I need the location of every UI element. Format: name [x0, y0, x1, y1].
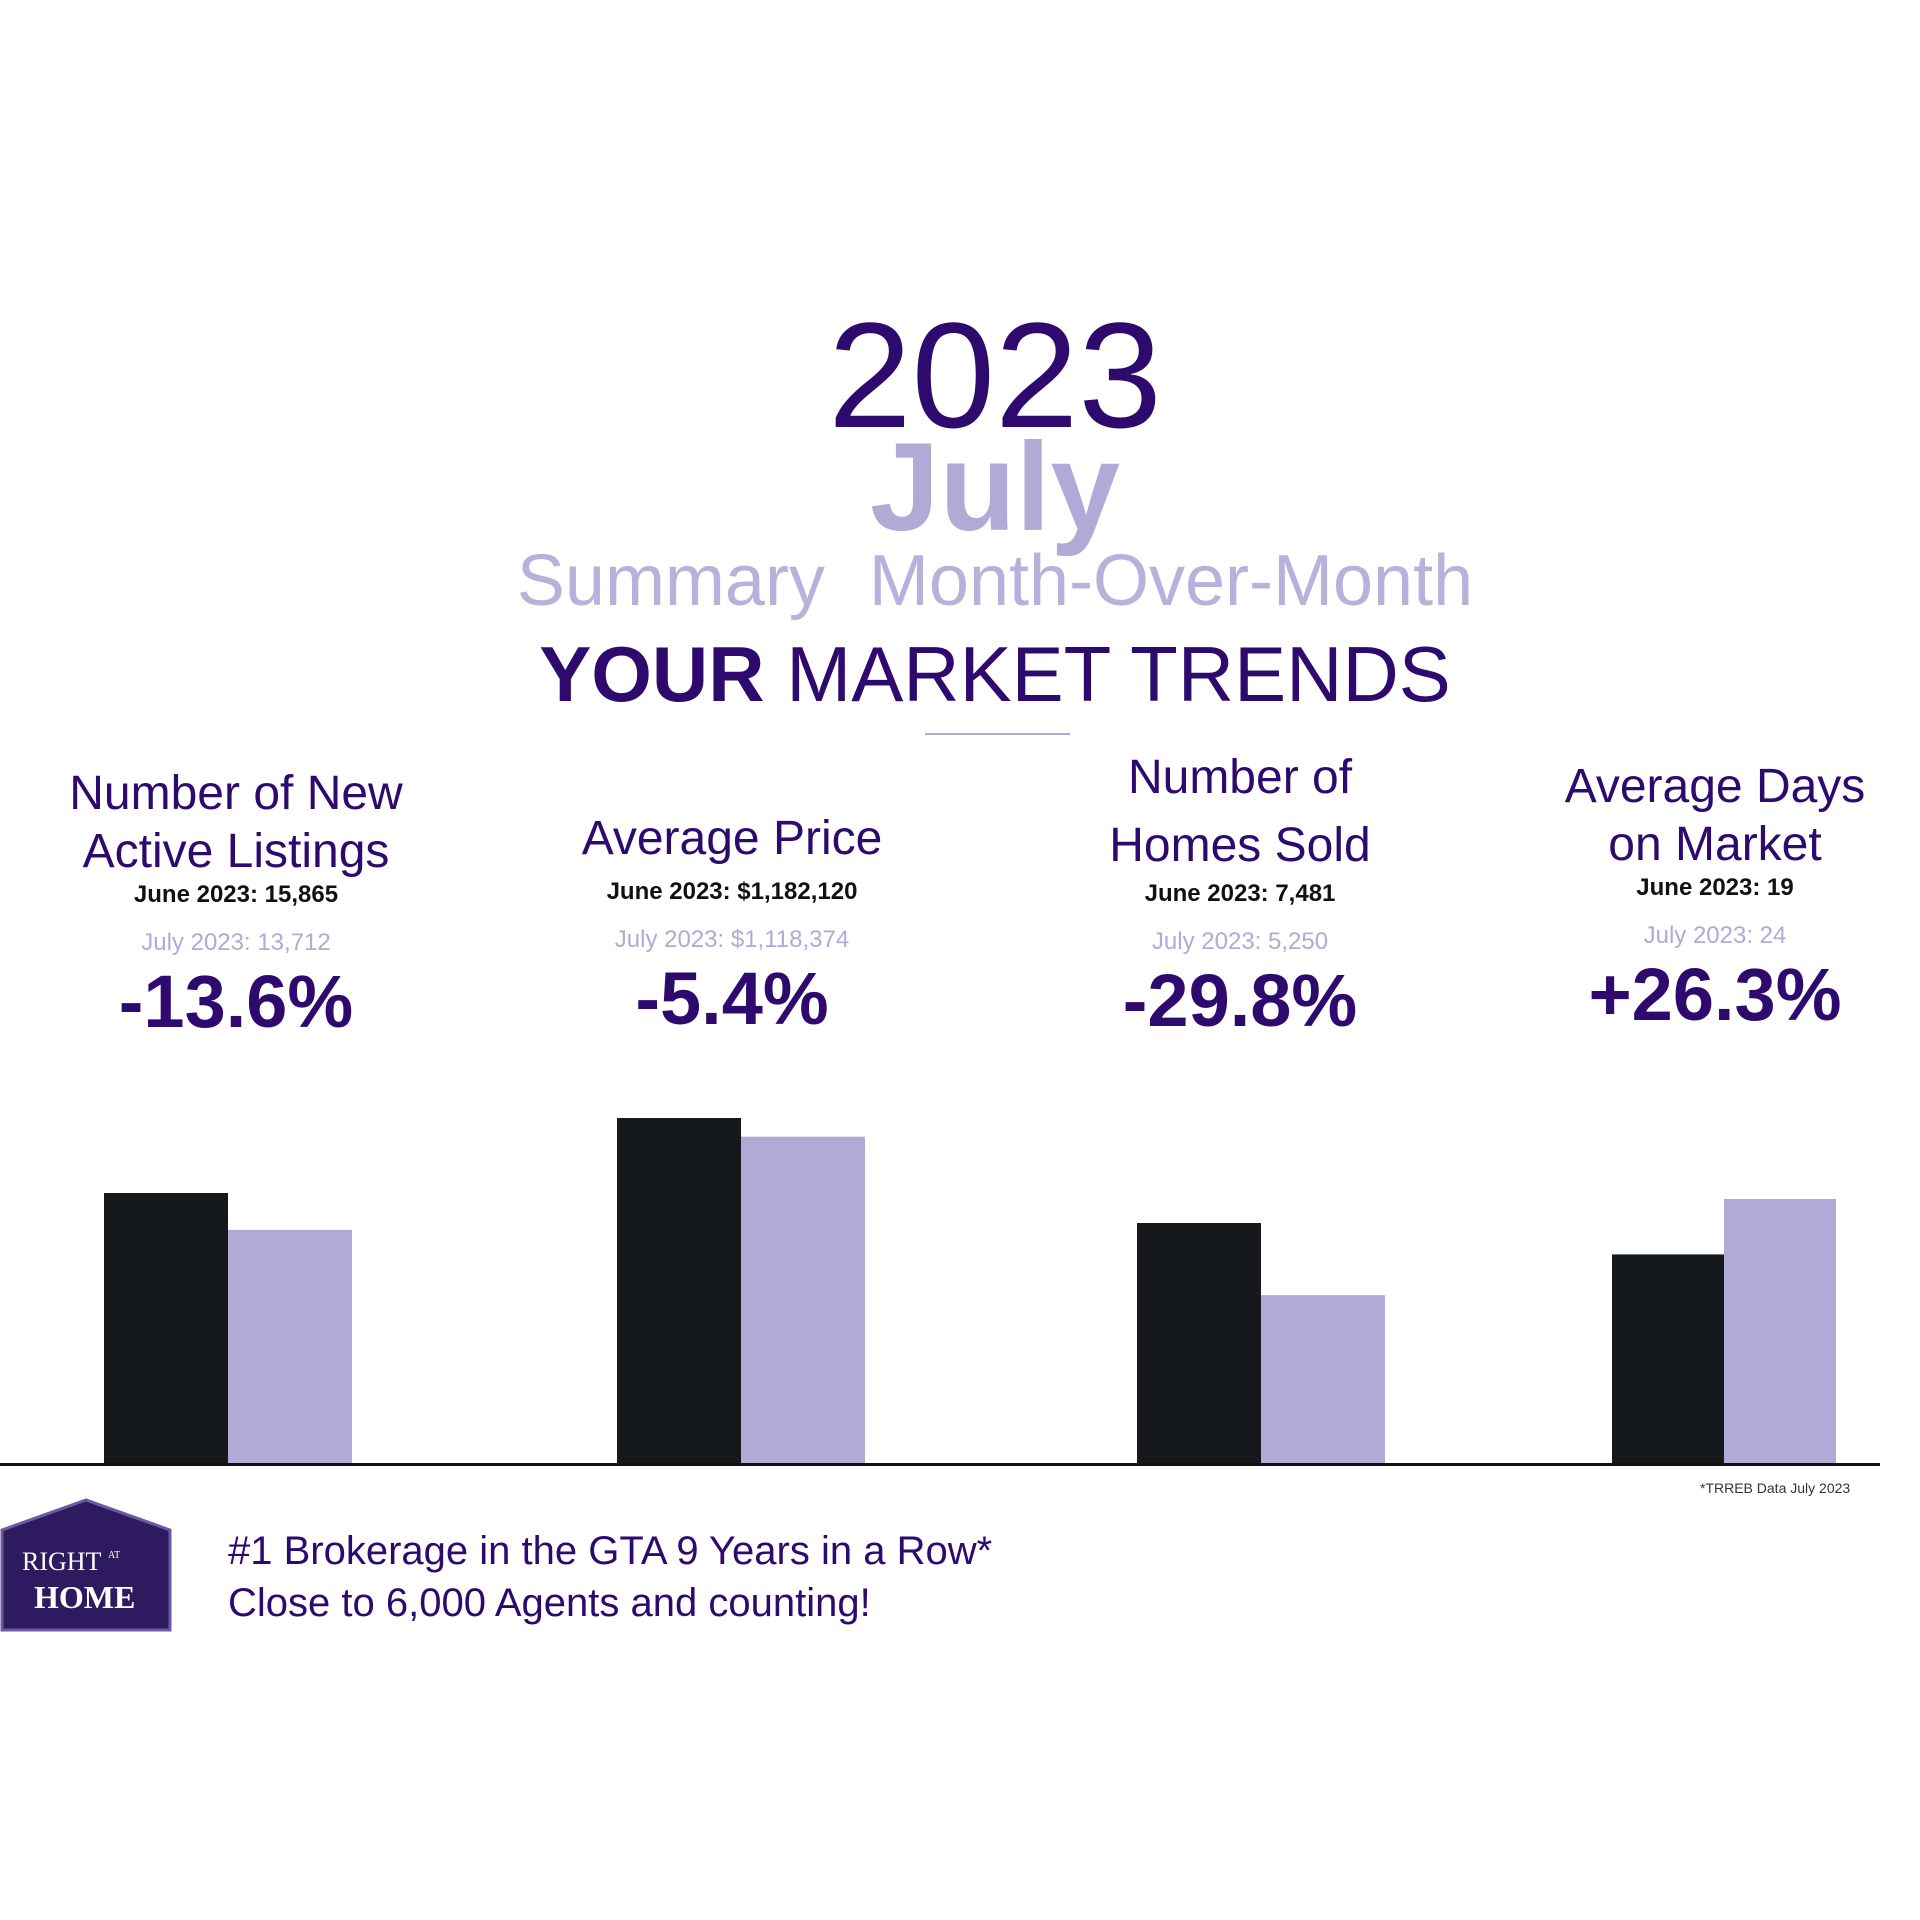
percent-change: -29.8% [1122, 959, 1358, 1042]
svg-text:HOME: HOME [34, 1579, 135, 1615]
metric-average-price: Average Price June 2023: $1,182,120 July… [492, 810, 972, 1036]
svg-text:RIGHT: RIGHT [22, 1547, 102, 1576]
percent-change: -5.4% [635, 957, 829, 1040]
june-value: June 2023: 19 [1636, 874, 1794, 901]
trends-bold-word: YOUR [539, 630, 765, 718]
right-at-home-logo: RIGHT AT HOME [0, 1498, 172, 1632]
metric-title: Number of [1127, 751, 1353, 804]
metric-title: on Market [1608, 818, 1822, 871]
bar-july-1 [741, 1136, 865, 1465]
comparison-bar-chart [104, 1118, 1836, 1465]
june-value: June 2023: 15,865 [133, 881, 339, 908]
brokerage-tagline: #1 Brokerage in the GTA 9 Years in a Row… [228, 1525, 992, 1629]
bar-july-2 [1261, 1295, 1385, 1465]
bar-june-0 [104, 1193, 228, 1465]
month-over-month-label: Month-Over-Month [868, 541, 1474, 621]
bar-june-2 [1137, 1223, 1261, 1465]
july-value: July 2023: 13,712 [141, 929, 331, 956]
metric-title: Number of New [69, 767, 403, 820]
heading-divider [925, 733, 1070, 735]
metric-homes-sold: Number of Homes Sold June 2023: 7,481 Ju… [1000, 744, 1480, 1038]
month-title: July [869, 418, 1121, 557]
bar-july-0 [228, 1229, 352, 1465]
metric-days-on-market: Average Days on Market June 2023: 19 Jul… [1475, 758, 1920, 1032]
bar-june-3 [1612, 1254, 1724, 1465]
summary-label: Summary [516, 541, 825, 621]
tagline-line-1: #1 Brokerage in the GTA 9 Years in a Row… [228, 1529, 993, 1573]
metric-new-listings: Number of New Active Listings June 2023:… [0, 765, 476, 1039]
tagline-line-2: Close to 6,000 Agents and counting! [228, 1581, 871, 1625]
data-source-note: *TRREB Data July 2023 [1700, 1480, 1851, 1496]
bar-july-3 [1724, 1199, 1836, 1465]
metric-title: Homes Sold [1109, 819, 1371, 872]
july-value: July 2023: 24 [1643, 922, 1787, 949]
june-value: June 2023: 7,481 [1144, 880, 1336, 907]
market-trends-heading: YOUR MARKET TRENDS [0, 635, 1920, 713]
metric-title: Active Listings [82, 825, 390, 878]
june-value: June 2023: $1,182,120 [606, 878, 858, 905]
percent-change: -13.6% [118, 960, 354, 1043]
svg-text:AT: AT [108, 1550, 120, 1561]
summary-subtitle: Summary Month-Over-Month [0, 545, 1920, 617]
july-value: July 2023: 5,250 [1151, 928, 1329, 955]
bar-june-1 [617, 1118, 741, 1465]
year-title: 2023 [828, 291, 1162, 459]
trends-rest: MARKET TRENDS [786, 630, 1451, 718]
metric-title: Average Days [1564, 760, 1866, 813]
july-value: July 2023: $1,118,374 [614, 926, 850, 953]
percent-change: +26.3% [1588, 953, 1842, 1036]
metric-title: Average Price [581, 812, 883, 865]
chart-baseline [0, 1463, 1880, 1466]
